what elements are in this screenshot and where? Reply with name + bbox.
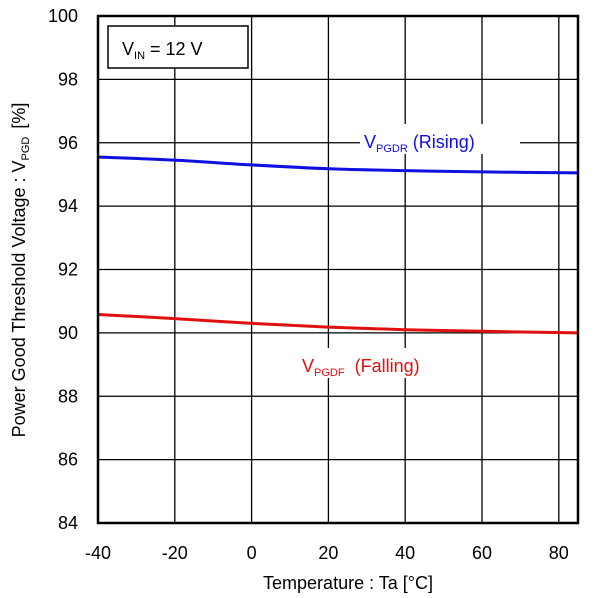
y-tick-label: 92 [58, 260, 78, 280]
plot-frame [96, 14, 580, 525]
y-tick-label: 98 [58, 69, 78, 89]
y-tick-label: 96 [58, 133, 78, 153]
y-axis-title: Power Good Threshold Voltage : VPGD [%] [9, 103, 32, 438]
rising-label-rest: (Rising) [408, 132, 475, 152]
y-tick-label: 100 [48, 6, 78, 26]
rising-series-label: VPGDR (Rising) [364, 132, 475, 155]
condition-box [107, 25, 249, 69]
y-tick-label: 86 [58, 450, 78, 470]
y-tick-label: 90 [58, 323, 78, 343]
condition-sub: IN [134, 50, 145, 62]
condition-label: VIN = 12 V [122, 39, 203, 62]
x-tick-label: 0 [247, 543, 257, 563]
x-axis-title: Temperature : Ta [°C] [263, 573, 433, 593]
falling-label-sub: PGDF [314, 367, 345, 379]
series-lines [97, 155, 579, 335]
x-tick-label: 40 [395, 543, 415, 563]
rising-label-bg [360, 124, 520, 154]
y-tick-label: 94 [58, 196, 78, 216]
condition-rest: = 12 V [145, 39, 203, 59]
rising-label-main: V [364, 132, 376, 152]
falling-label-rest: (Falling) [345, 356, 420, 376]
rising-label-sub: PGDR [376, 143, 408, 155]
y-axis-title-main: Power Good Threshold Voltage : V [9, 161, 29, 438]
falling-label-bg [298, 348, 458, 378]
grid-lines [97, 15, 578, 524]
falling-label-main: V [302, 356, 314, 376]
y-tick-labels: 84 86 88 90 92 94 96 98 100 [48, 6, 78, 533]
x-tick-label: 60 [472, 543, 492, 563]
rising-threshold-line [97, 155, 579, 175]
y-axis-title-sub: PGD [20, 137, 32, 161]
y-tick-label: 84 [58, 513, 78, 533]
y-axis-title-unit: [%] [9, 103, 29, 129]
falling-threshold-line [97, 312, 579, 335]
x-tick-label: -20 [162, 543, 188, 563]
falling-series-label: VPGDF (Falling) [302, 356, 420, 379]
x-tick-label: -40 [85, 543, 111, 563]
x-tick-label: 80 [549, 543, 569, 563]
y-tick-label: 88 [58, 386, 78, 406]
x-tick-labels: -40 -20 0 20 40 60 80 [85, 543, 569, 563]
x-tick-label: 20 [318, 543, 338, 563]
condition-main: V [122, 39, 134, 59]
